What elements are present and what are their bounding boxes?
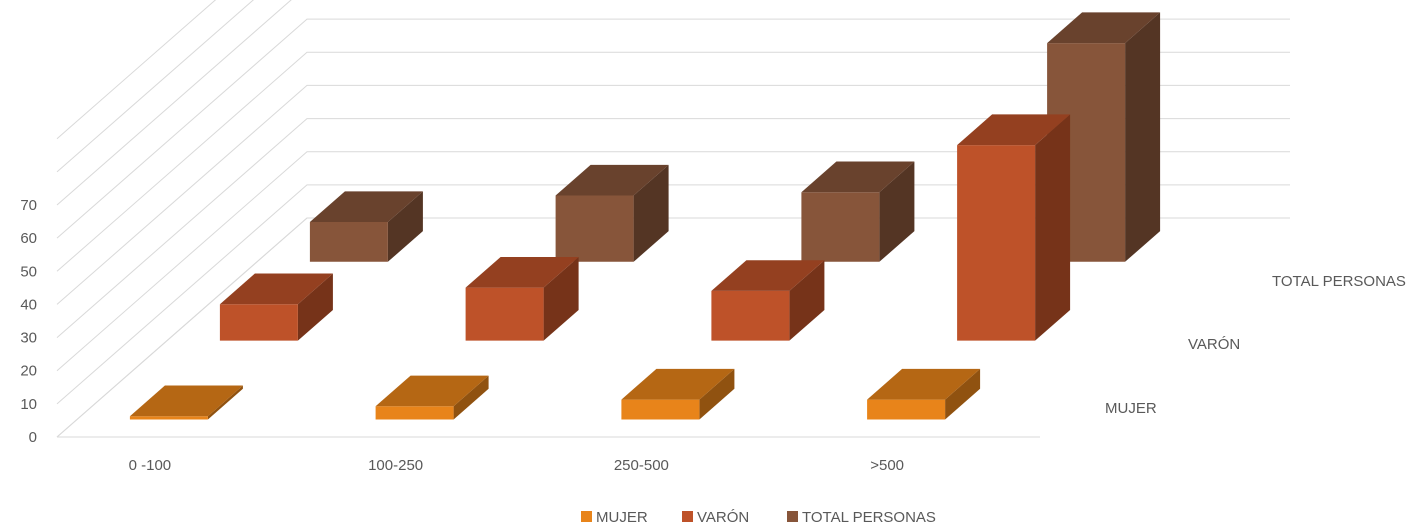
series-axis-label-total-personas: TOTAL PERSONAS [1272,273,1406,290]
bar-total-personas-3 [801,161,915,262]
bar-side [1125,12,1161,262]
y-tick-label: 70 [20,197,37,214]
bar-side [453,375,489,420]
bar-mujer-4 [867,368,981,420]
bar-side [633,164,669,262]
bar-total-personas-1 [309,191,423,262]
bar-side [297,273,333,341]
bar-front [801,192,880,262]
category-label: 100-250 [368,457,423,474]
bar-top [375,375,489,407]
y-tick-label: 0 [29,429,37,446]
gridline [56,0,217,140]
legend-item-total-personas: TOTAL PERSONAS [787,509,936,526]
series-axis-labels: MUJER VARÓN TOTAL PERSONAS [1105,273,1406,417]
legend-swatch [787,511,798,522]
bar-top [957,114,1071,146]
bar-top [465,257,579,288]
bar-mujer-3 [621,368,735,420]
legend-swatch [581,511,592,522]
category-labels: 0 -100 100-250 250-500 >500 [129,457,904,474]
y-tick-label: 40 [20,296,37,313]
bar-front [309,222,388,262]
bar-front [129,416,208,420]
bar-varon-4 [957,114,1071,341]
bar-side [789,260,825,341]
gridline [56,84,1290,305]
category-label: >500 [870,457,904,474]
bar-side [699,368,735,420]
bar-side [207,385,243,420]
legend-label: VARÓN [697,509,749,526]
bar-top [621,368,735,400]
gridline [56,51,1290,272]
y-tick-label: 50 [20,263,37,280]
y-tick-label: 10 [20,396,37,413]
gridline [56,18,1290,239]
bar-varon-1 [219,273,333,341]
category-label: 250-500 [614,457,669,474]
bar-top [555,164,669,196]
bar-front [711,290,790,341]
y-tick-label: 30 [20,330,37,347]
bar-total-personas-2 [555,164,669,262]
bar-total-personas-4 [1047,12,1161,262]
legend-label: MUJER [596,509,648,526]
bar-side [945,368,981,420]
bar-front [465,287,544,341]
bar-varon-3 [711,260,825,341]
gridlines [56,0,1290,438]
bar-front [219,304,298,341]
legend-swatch [682,511,693,522]
y-tick-label: 60 [20,230,37,247]
legend-item-mujer: MUJER [581,509,648,526]
y-axis-ticks: 0 10 20 30 40 50 60 70 [20,197,37,446]
legend-label: TOTAL PERSONAS [802,509,936,526]
bar-front [867,399,946,420]
bar-mujer-2 [375,375,489,420]
bar-side [387,191,423,262]
series-axis-label-varon: VARÓN [1188,336,1240,353]
bar-top [801,161,915,193]
gridline [56,0,254,173]
bar-front [375,406,454,420]
bars [129,12,1161,420]
gridline [56,0,292,206]
bar-front [621,399,700,420]
series-axis-label-mujer: MUJER [1105,400,1157,417]
bar-top [711,260,825,291]
bar-side [879,161,915,262]
bar-mujer-1 [129,385,243,420]
bar-varon-2 [465,257,579,341]
category-label: 0 -100 [129,457,172,474]
bar-front [555,195,634,262]
legend: MUJER VARÓN TOTAL PERSONAS [581,509,936,526]
bar-top [1047,12,1161,44]
bar-top [129,385,243,417]
bar-top [219,273,333,305]
bar-top [309,191,423,222]
bar-front [957,145,1036,341]
bar-side [543,257,579,341]
bar-top [867,368,981,400]
gridline [56,118,1290,338]
y-tick-label: 20 [20,363,37,380]
legend-item-varon: VARÓN [682,509,749,526]
bar-side [1035,114,1071,341]
